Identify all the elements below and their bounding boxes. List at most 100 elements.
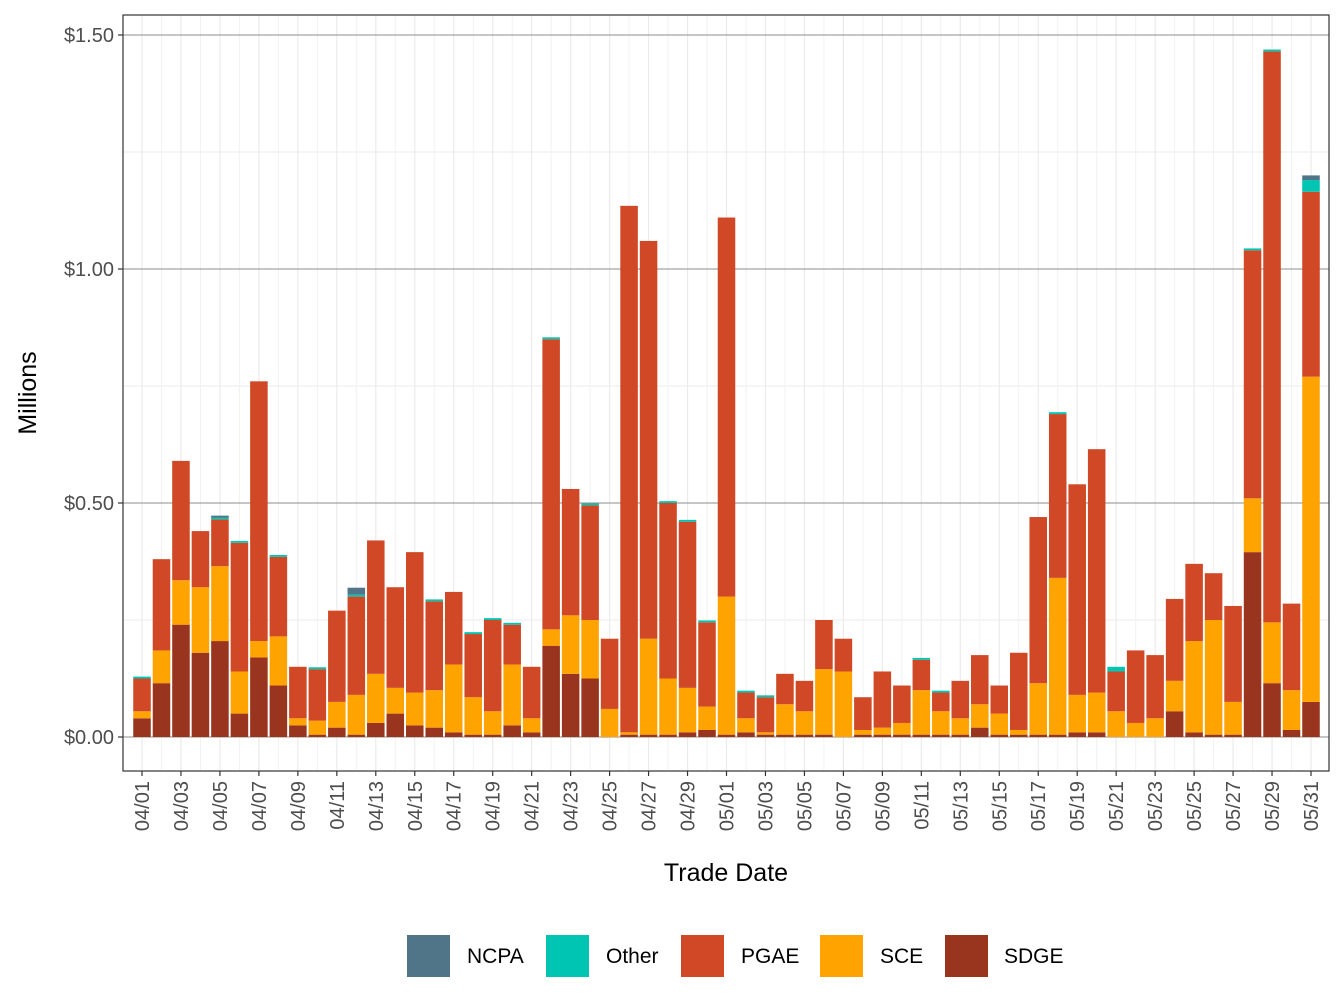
bar-segment-sdge-04-17: [444, 732, 463, 737]
bar-segment-sce-04-28: [659, 678, 677, 735]
x-tick-label: 05/01: [717, 781, 739, 831]
bar-segment-pgae-05-06: [815, 620, 833, 670]
bar-segment-sce-05-12: [932, 711, 950, 735]
bar-segment-pgae-05-14: [971, 655, 989, 705]
bar-segment-other-04-20: [503, 622, 521, 625]
x-tick-label: 04/27: [639, 781, 661, 831]
bar-segment-pgae-04-30: [698, 622, 716, 707]
bar-segment-pgae-04-07: [250, 381, 268, 642]
bar-segment-sdge-05-02: [737, 732, 755, 737]
bar-segment-pgae-05-24: [1165, 598, 1184, 681]
bar-segment-sdge-05-30: [1282, 729, 1301, 737]
bar-segment-sce-05-10: [893, 722, 911, 735]
bar-segment-other-04-18: [464, 632, 482, 635]
x-tick-label: 05/25: [1184, 781, 1206, 831]
x-tick-label: 05/03: [755, 781, 777, 831]
bar-segment-sdge-04-10: [308, 734, 327, 737]
bar-segment-pgae-05-12: [932, 692, 950, 712]
y-tick-label: $0.50: [64, 493, 114, 515]
bar-segment-pgae-05-02: [737, 692, 755, 719]
bar-segment-sce-05-20: [1087, 692, 1106, 733]
bar-segment-pgae-04-01: [133, 678, 151, 712]
bar-segment-sce-05-08: [854, 729, 872, 735]
x-tick-label: 05/17: [1028, 781, 1050, 831]
bar-segment-pgae-04-23: [561, 488, 580, 616]
bar-segment-pgae-05-31: [1302, 191, 1320, 377]
bar-segment-other-04-30: [698, 620, 716, 623]
bar-segment-sce-05-29: [1263, 622, 1281, 684]
bar-segment-sce-04-06: [230, 671, 249, 714]
bar-segment-sdge-04-24: [581, 678, 599, 737]
bar-segment-pgae-04-26: [620, 205, 638, 733]
bar-segment-sce-05-26: [1204, 620, 1223, 735]
bar-segment-sdge-05-27: [1224, 734, 1242, 737]
bar-segment-pgae-04-27: [639, 240, 658, 639]
bar-segment-other-04-10: [308, 667, 327, 670]
x-tick-label: 05/07: [833, 781, 855, 831]
x-tick-label: 05/31: [1301, 781, 1323, 831]
bar-segment-sce-04-20: [503, 664, 521, 726]
bar-segment-sdge-05-16: [1009, 734, 1028, 737]
bar-segment-pgae-04-04: [191, 531, 210, 588]
bar-segment-sdge-05-19: [1068, 732, 1086, 737]
bar-segment-pgae-05-19: [1068, 484, 1086, 695]
bar-segment-pgae-04-10: [308, 669, 327, 721]
bar-segment-sce-04-21: [522, 718, 541, 733]
bar-segment-other-05-03: [756, 695, 775, 698]
bar-segment-sce-04-08: [269, 636, 288, 686]
bar-segment-sdge-05-14: [971, 727, 989, 737]
bar-segment-pgae-05-13: [951, 680, 970, 719]
bar-segment-other-04-12: [347, 594, 366, 597]
bar-segment-sdge-05-09: [873, 734, 892, 737]
bar-segment-sdge-05-25: [1185, 732, 1203, 737]
x-tick-label: 05/29: [1262, 781, 1284, 831]
bar-segment-pgae-04-13: [367, 540, 385, 674]
bar-segment-sce-04-17: [444, 664, 463, 733]
bar-segment-pgae-05-11: [912, 659, 931, 691]
bar-segment-other-05-12: [932, 690, 950, 693]
bar-segment-other-05-31: [1302, 180, 1320, 192]
bar-segment-sce-04-29: [678, 687, 697, 733]
bar-segment-other-04-22: [542, 337, 560, 340]
bars: [133, 49, 1320, 737]
bar-segment-sce-05-31: [1302, 376, 1320, 702]
x-tick-label: 04/19: [483, 781, 505, 831]
x-axis: 04/01 04/03 04/05 04/07 04/09 04/11 04/13 04/15…: [132, 771, 1323, 831]
bar-segment-pgae-04-05: [211, 519, 229, 567]
x-tick-label: 04/23: [561, 781, 583, 831]
bar-segment-sdge-04-21: [522, 732, 541, 737]
legend-key-sce: [820, 935, 863, 977]
bar-segment-sce-04-02: [152, 650, 171, 684]
bar-segment-pgae-05-23: [1146, 655, 1164, 719]
bar-segment-pgae-04-08: [269, 556, 288, 637]
bar-segment-other-05-18: [1048, 412, 1067, 415]
bar-segment-sce-05-27: [1224, 701, 1242, 735]
bar-segment-sdge-05-03: [756, 734, 775, 737]
bar-segment-sdge-05-12: [932, 734, 950, 737]
bar-segment-sce-04-01: [133, 711, 151, 719]
bar-segment-sdge-05-31: [1302, 701, 1320, 737]
x-tick-label: 05/09: [872, 781, 894, 831]
bar-segment-pgae-04-18: [464, 634, 482, 698]
bar-segment-sce-04-16: [425, 690, 444, 728]
bar-segment-sce-04-27: [639, 638, 658, 735]
bar-segment-sce-04-10: [308, 720, 327, 735]
bar-segment-sdge-05-13: [951, 734, 970, 737]
bar-segment-sce-04-19: [483, 711, 502, 735]
bar-segment-sce-04-03: [172, 580, 190, 625]
bar-segment-pgae-04-22: [542, 339, 560, 630]
bar-segment-sdge-04-22: [542, 645, 560, 737]
bar-segment-sce-05-18: [1048, 577, 1067, 735]
bar-segment-pgae-04-28: [659, 503, 677, 679]
y-axis-title: Millions: [14, 351, 42, 434]
bar-segment-sce-04-24: [581, 620, 599, 679]
bar-segment-sdge-04-02: [152, 683, 171, 737]
bar-segment-sdge-05-18: [1048, 734, 1067, 737]
bar-segment-sdge-04-26: [620, 734, 638, 737]
bar-segment-sce-04-30: [698, 706, 716, 730]
bar-segment-pgae-04-24: [581, 505, 599, 620]
bar-segment-sdge-05-20: [1087, 732, 1106, 737]
bar-segment-other-05-29: [1263, 49, 1281, 52]
x-tick-label: 05/19: [1067, 781, 1089, 831]
bar-segment-sdge-04-30: [698, 729, 716, 737]
